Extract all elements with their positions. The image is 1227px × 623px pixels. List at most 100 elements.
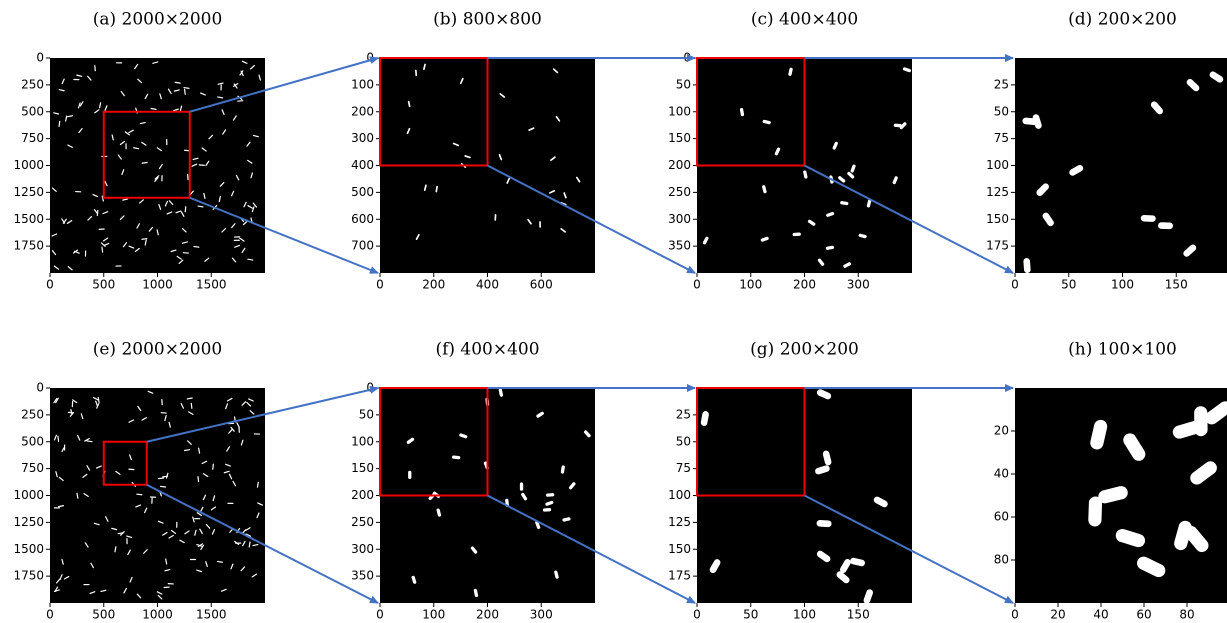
panel-title: (c) 400×400 [751, 10, 858, 30]
y-tick-label: 175 [986, 239, 1009, 253]
figure: (a) 2000×2000050010001500025050075010001… [0, 0, 1227, 623]
x-tick-label: 20 [1050, 608, 1065, 622]
particle [1027, 261, 1028, 269]
y-tick-label: 400 [351, 158, 374, 172]
x-tick-label: 0 [46, 608, 54, 622]
particle [852, 166, 854, 171]
particle [1073, 168, 1080, 172]
x-tick-label: 600 [530, 278, 553, 292]
particle [185, 89, 186, 94]
particle [1097, 426, 1101, 442]
y-tick-label: 125 [986, 185, 1009, 199]
y-tick-label: 150 [668, 542, 691, 556]
y-tick-label: 50 [676, 434, 691, 448]
x-tick-label: 500 [92, 608, 115, 622]
panel-title: (f) 400×400 [435, 340, 539, 360]
particle [102, 247, 103, 252]
y-tick-label: 75 [994, 131, 1009, 145]
x-tick-label: 1000 [142, 608, 173, 622]
y-tick-label: 50 [359, 407, 374, 421]
particle [1040, 187, 1046, 193]
x-tick-label: 1500 [196, 608, 227, 622]
particle [713, 562, 717, 569]
x-tick-label: 50 [743, 608, 758, 622]
particle [1130, 440, 1139, 454]
particle [762, 238, 767, 240]
y-tick-label: 250 [351, 515, 374, 529]
y-tick-label: 700 [351, 239, 374, 253]
particle [538, 413, 542, 416]
y-tick-label: 0 [36, 51, 44, 65]
y-tick-label: 25 [994, 77, 1009, 91]
particle [217, 561, 222, 562]
particle [820, 393, 828, 396]
x-tick-label: 0 [46, 278, 54, 292]
particle [860, 235, 865, 236]
x-tick-label: 100 [1111, 278, 1134, 292]
y-tick-label: 100 [668, 488, 691, 502]
y-tick-label: 750 [21, 461, 44, 475]
y-tick-label: 350 [351, 569, 374, 583]
particle [834, 143, 836, 148]
particle [868, 201, 869, 206]
particle [461, 435, 466, 437]
particle [137, 494, 142, 495]
particle [828, 214, 833, 216]
x-tick-label: 0 [693, 608, 701, 622]
panel: (e) 2000×2000050010001500025050075010001… [13, 340, 265, 622]
y-tick-label: 40 [994, 467, 1009, 481]
y-tick-label: 350 [668, 239, 691, 253]
x-tick-label: 200 [476, 608, 499, 622]
x-tick-label: 0 [376, 278, 384, 292]
particle [704, 414, 706, 422]
y-tick-label: 200 [668, 158, 691, 172]
x-tick-label: 150 [847, 608, 870, 622]
x-tick-label: 80 [1179, 608, 1194, 622]
y-tick-label: 200 [351, 104, 374, 118]
x-tick-label: 400 [476, 278, 499, 292]
particle [425, 185, 426, 190]
particle [185, 450, 190, 451]
x-tick-label: 0 [693, 278, 701, 292]
y-tick-label: 80 [994, 553, 1009, 567]
y-tick-label: 100 [986, 158, 1009, 172]
particle [877, 500, 884, 504]
y-tick-label: 300 [668, 212, 691, 226]
particle [1213, 75, 1220, 80]
particle [1046, 216, 1051, 223]
particle [438, 510, 439, 515]
particle [853, 561, 861, 563]
y-tick-label: 20 [994, 424, 1009, 438]
panel: (f) 400×40001002003000501001502002503003… [351, 340, 595, 622]
particle [87, 441, 92, 442]
particle [820, 554, 827, 559]
particle [1187, 248, 1193, 254]
y-tick-label: 750 [21, 131, 44, 145]
y-tick-label: 50 [676, 77, 691, 91]
particle [826, 454, 828, 462]
particle [1197, 468, 1210, 478]
y-tick-label: 0 [366, 381, 374, 395]
particle [1036, 118, 1038, 126]
particle [842, 203, 847, 204]
particle [805, 172, 806, 177]
y-tick-label: 1500 [13, 542, 44, 556]
particle [1026, 121, 1034, 122]
y-tick-label: 600 [351, 212, 374, 226]
particle [537, 523, 539, 528]
particle [198, 477, 199, 482]
x-tick-label: 0 [1011, 608, 1019, 622]
y-tick-label: 250 [21, 407, 44, 421]
y-tick-label: 100 [351, 77, 374, 91]
panel: (b) 800×80002004006000100200300400500600… [351, 10, 595, 292]
particle [159, 478, 164, 479]
panel: (a) 2000×2000050010001500025050075010001… [13, 10, 265, 292]
y-tick-label: 250 [21, 77, 44, 91]
y-tick-label: 100 [668, 104, 691, 118]
x-tick-label: 1000 [142, 278, 173, 292]
particle [151, 109, 156, 110]
particle [776, 149, 778, 154]
y-tick-label: 300 [351, 131, 374, 145]
particle [564, 519, 569, 520]
y-tick-label: 1500 [13, 212, 44, 226]
